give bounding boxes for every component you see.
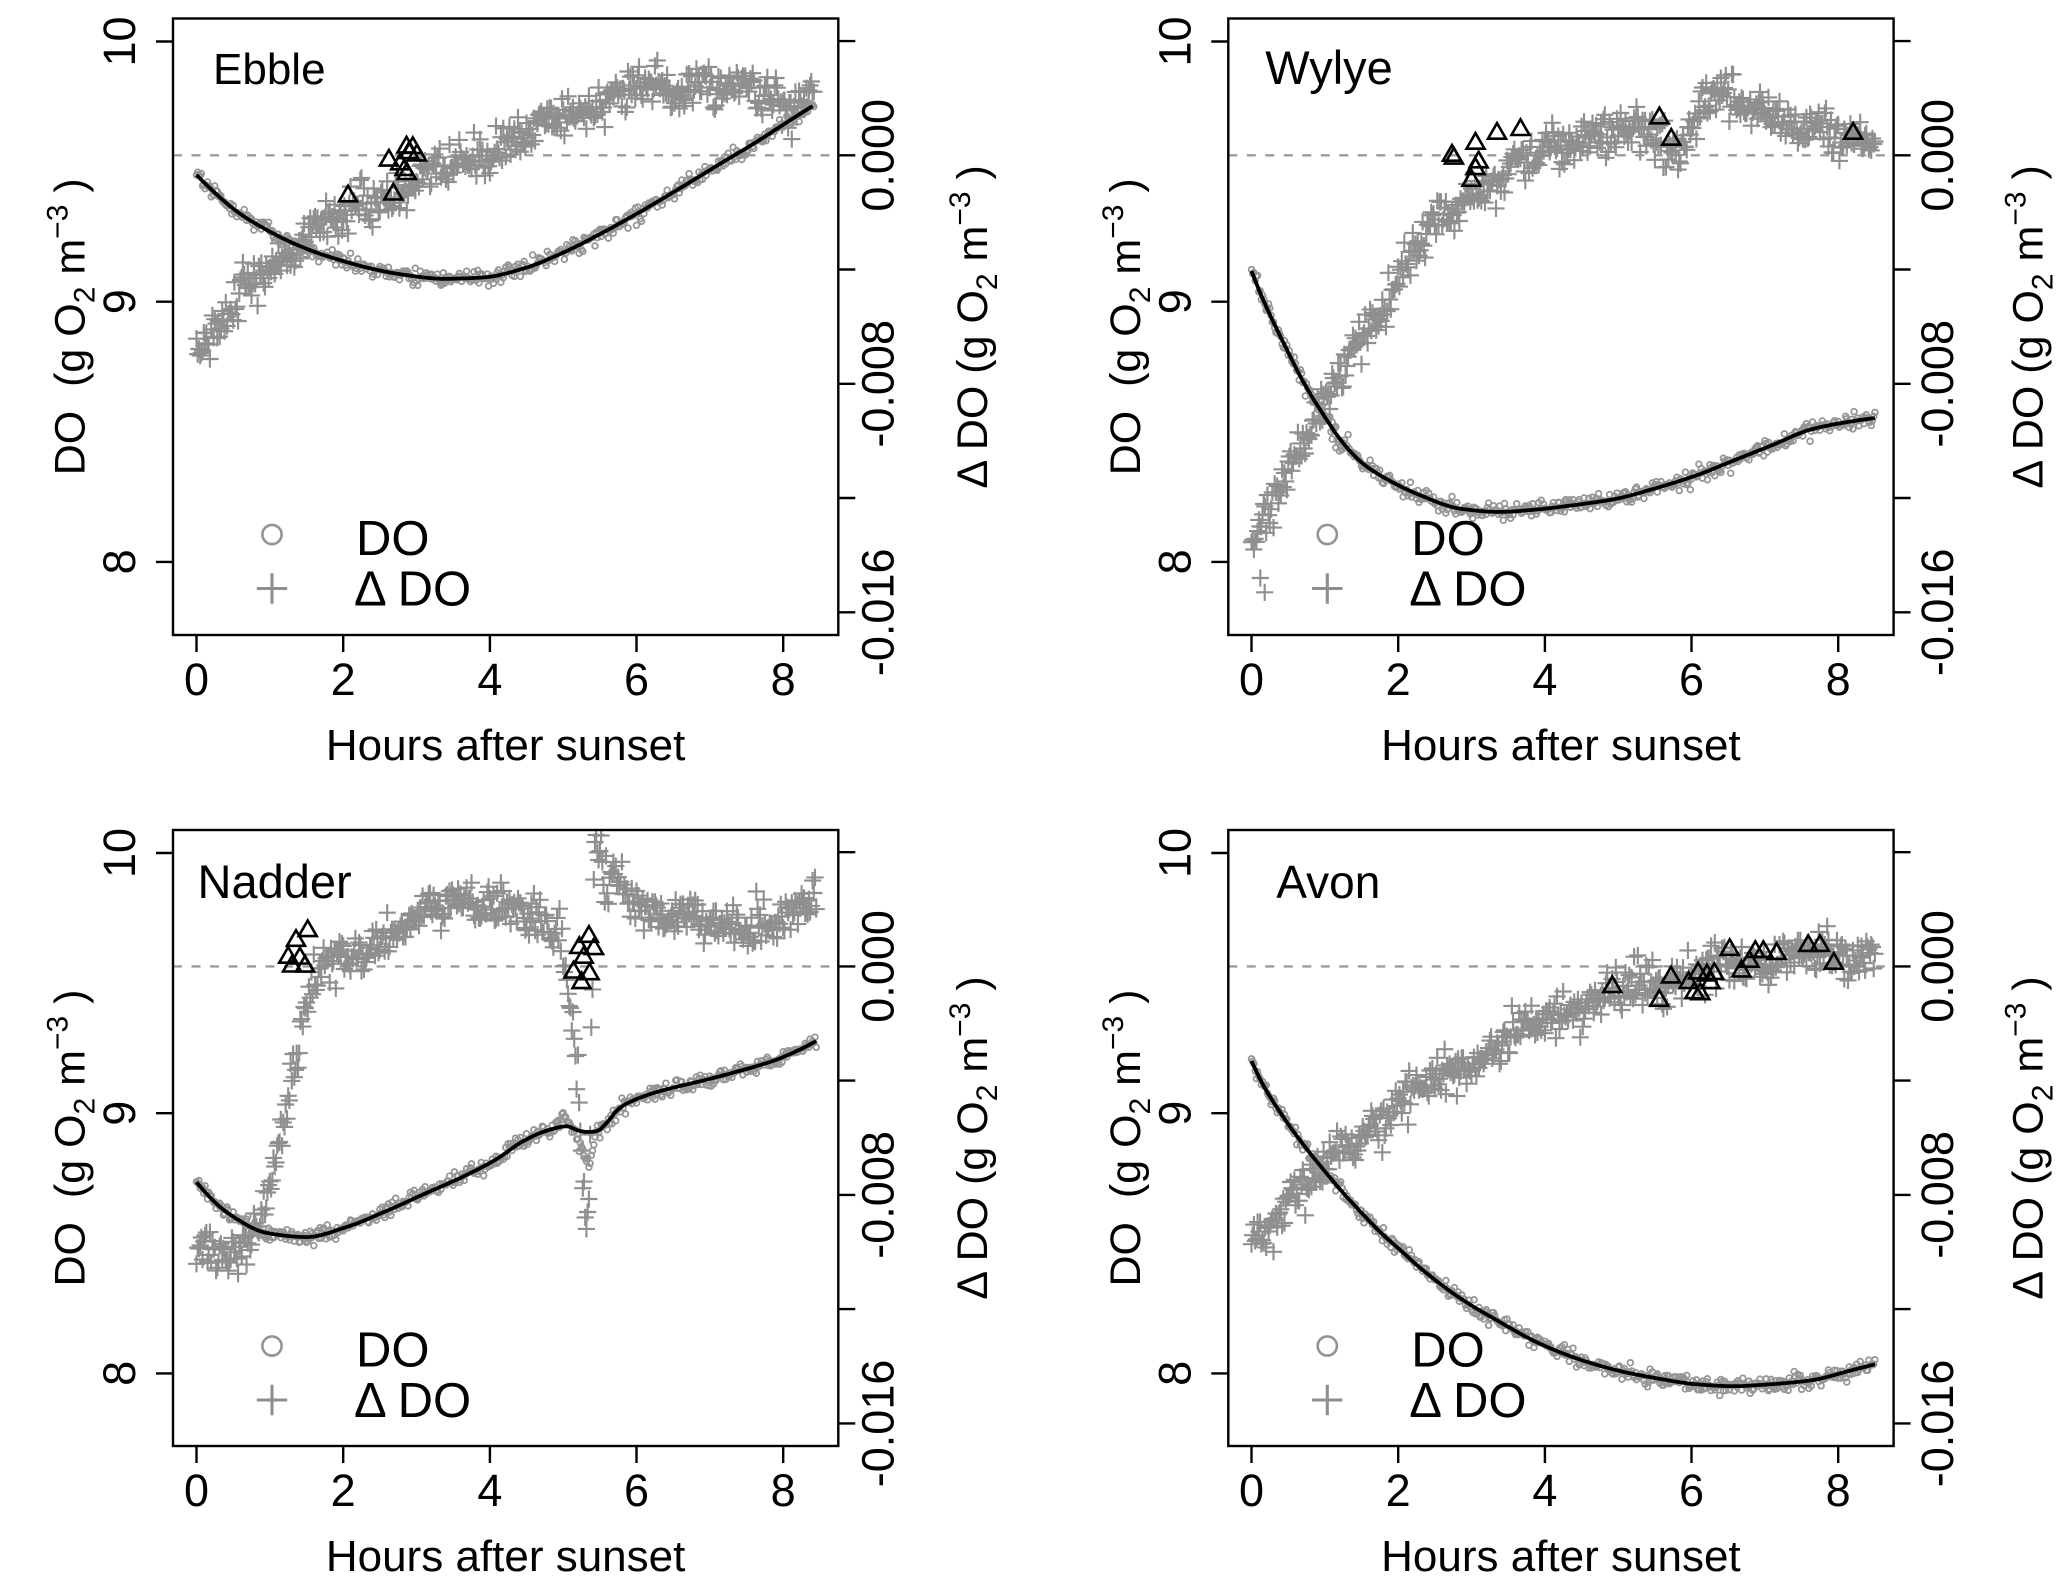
svg-text:0: 0 [184, 1465, 209, 1516]
svg-text:6: 6 [1679, 1465, 1704, 1516]
svg-text:4: 4 [1532, 654, 1557, 705]
svg-text:-0.008: -0.008 [1912, 1131, 1963, 1259]
svg-text:4: 4 [477, 654, 502, 705]
svg-text:2: 2 [331, 654, 356, 705]
svg-text:9: 9 [94, 1101, 145, 1126]
svg-text:Hours after sunset: Hours after sunset [1381, 1532, 1741, 1581]
svg-text:6: 6 [624, 1465, 649, 1516]
svg-text:6: 6 [1679, 654, 1704, 705]
svg-text:2: 2 [1386, 654, 1411, 705]
svg-text:10: 10 [94, 16, 145, 66]
svg-text:DO: DO [356, 512, 430, 566]
svg-text:0.000: 0.000 [1912, 910, 1963, 1023]
svg-text:Δ DO (g O2 m−3 ): Δ DO (g O2 m−3 ) [944, 976, 1004, 1299]
svg-text:-0.016: -0.016 [852, 1360, 903, 1488]
svg-text:Δ DO: Δ DO [1409, 563, 1526, 617]
svg-text:Avon: Avon [1276, 856, 1380, 908]
svg-text:2: 2 [331, 1465, 356, 1516]
svg-text:0.000: 0.000 [852, 910, 903, 1023]
svg-text:DO: DO [1411, 512, 1485, 566]
svg-text:8: 8 [94, 549, 145, 574]
svg-text:8: 8 [1149, 1361, 1200, 1386]
svg-text:8: 8 [94, 1361, 145, 1386]
svg-text:-0.016: -0.016 [852, 548, 903, 676]
svg-text:DO: DO [1411, 1324, 1485, 1378]
svg-text:8: 8 [771, 654, 796, 705]
svg-text:10: 10 [94, 828, 145, 878]
svg-text:9: 9 [1149, 1101, 1200, 1126]
svg-text:Δ DO: Δ DO [354, 563, 471, 617]
svg-text:0.000: 0.000 [1912, 99, 1963, 212]
svg-text:Hours after sunset: Hours after sunset [326, 1532, 686, 1581]
svg-text:Wylye: Wylye [1265, 41, 1393, 94]
svg-text:2: 2 [1386, 1465, 1411, 1516]
svg-text:Hours after sunset: Hours after sunset [1381, 721, 1741, 770]
svg-text:9: 9 [94, 289, 145, 314]
svg-text:-0.008: -0.008 [852, 320, 903, 448]
svg-text:Δ DO: Δ DO [1409, 1374, 1526, 1428]
svg-text:8: 8 [1826, 1465, 1851, 1516]
svg-text:-0.008: -0.008 [1912, 320, 1963, 448]
svg-text:6: 6 [624, 654, 649, 705]
svg-text:-0.016: -0.016 [1912, 548, 1963, 676]
svg-text:8: 8 [1826, 654, 1851, 705]
svg-text:DO: DO [356, 1324, 430, 1378]
svg-text:8: 8 [1149, 549, 1200, 574]
svg-text:0.000: 0.000 [852, 99, 903, 212]
svg-text:-0.008: -0.008 [852, 1131, 903, 1259]
svg-text:-0.016: -0.016 [1912, 1360, 1963, 1488]
svg-text:4: 4 [1532, 1465, 1557, 1516]
svg-text:Nadder: Nadder [198, 855, 352, 908]
svg-text:Ebble: Ebble [213, 45, 326, 94]
svg-text:4: 4 [477, 1465, 502, 1516]
svg-text:8: 8 [771, 1465, 796, 1516]
svg-text:10: 10 [1149, 16, 1200, 66]
svg-text:10: 10 [1149, 828, 1200, 878]
svg-text:9: 9 [1149, 289, 1200, 314]
svg-text:0: 0 [184, 654, 209, 705]
svg-text:0: 0 [1239, 654, 1264, 705]
svg-text:0: 0 [1239, 1465, 1264, 1516]
svg-text:Hours after sunset: Hours after sunset [326, 721, 686, 770]
svg-text:Δ DO: Δ DO [354, 1374, 471, 1428]
